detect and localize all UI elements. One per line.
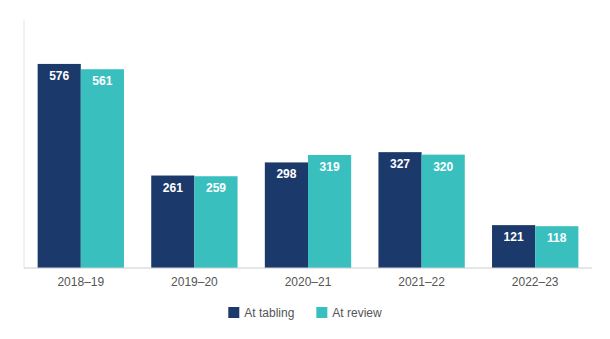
y-axis-line — [24, 20, 25, 268]
legend-label: At review — [332, 306, 382, 320]
data-label: 259 — [206, 181, 226, 195]
legend-swatch — [316, 307, 327, 318]
chart-svg: 576 261 298 327 121 561 259 319 320 118 2018–19 201… — [0, 0, 610, 339]
bar — [265, 162, 308, 268]
legend-item: At tabling — [228, 306, 294, 320]
chart-container: 576 261 298 327 121 561 259 319 320 118 2018–19 201… — [0, 0, 610, 339]
legend-swatch — [228, 307, 239, 318]
bar — [535, 226, 578, 268]
data-label: 121 — [504, 230, 524, 244]
bar — [492, 225, 535, 268]
data-label: 298 — [276, 167, 296, 181]
data-label: 261 — [163, 181, 183, 195]
data-label: 576 — [49, 69, 69, 83]
x-tick-label: 2021–22 — [398, 275, 445, 289]
data-labels: 576 261 298 327 121 561 259 319 320 118 — [49, 69, 567, 245]
data-label: 319 — [320, 160, 340, 174]
x-tick-label: 2019–20 — [171, 275, 218, 289]
data-label: 320 — [433, 160, 453, 174]
x-tick-label: 2018–19 — [57, 275, 104, 289]
bar — [38, 64, 81, 268]
bar — [422, 155, 465, 268]
bar — [378, 152, 421, 268]
bar — [151, 176, 194, 268]
bar — [81, 69, 124, 268]
bar — [194, 176, 237, 268]
x-tick-label: 2022–23 — [512, 275, 559, 289]
legend: At tabling At review — [228, 306, 382, 320]
data-label: 561 — [92, 74, 112, 88]
x-axis-line — [24, 268, 592, 269]
bar — [308, 155, 351, 268]
bars — [38, 64, 579, 268]
x-tick-label: 2020–21 — [285, 275, 332, 289]
data-label: 327 — [390, 157, 410, 171]
legend-label: At tabling — [244, 306, 294, 320]
legend-item: At review — [316, 306, 382, 320]
data-label: 118 — [547, 231, 567, 245]
